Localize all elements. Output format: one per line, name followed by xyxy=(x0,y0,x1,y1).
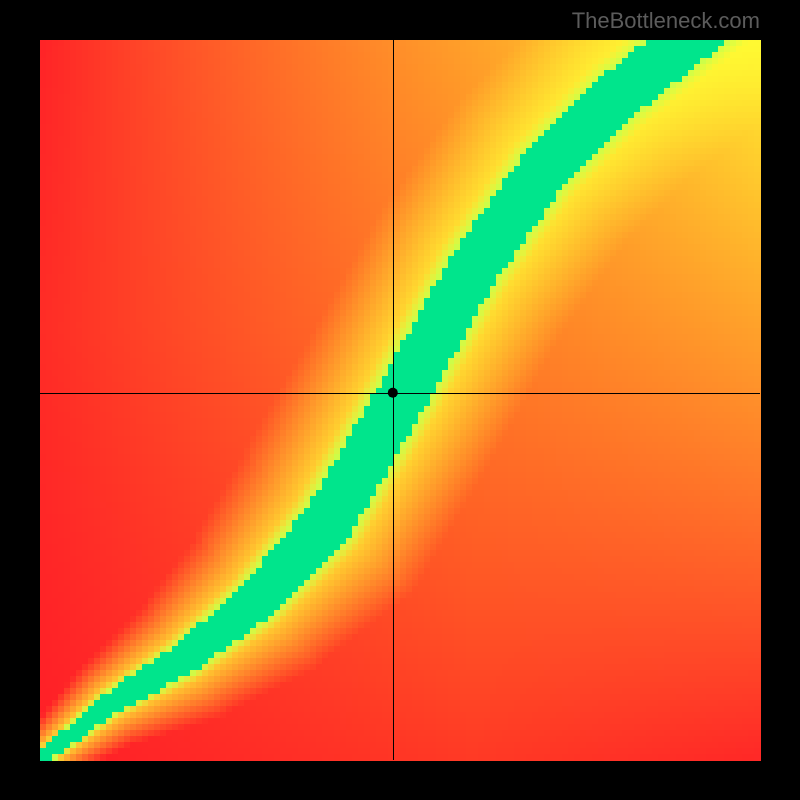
heatmap-canvas xyxy=(0,0,800,800)
watermark-text: TheBottleneck.com xyxy=(572,8,760,34)
chart-container: TheBottleneck.com xyxy=(0,0,800,800)
